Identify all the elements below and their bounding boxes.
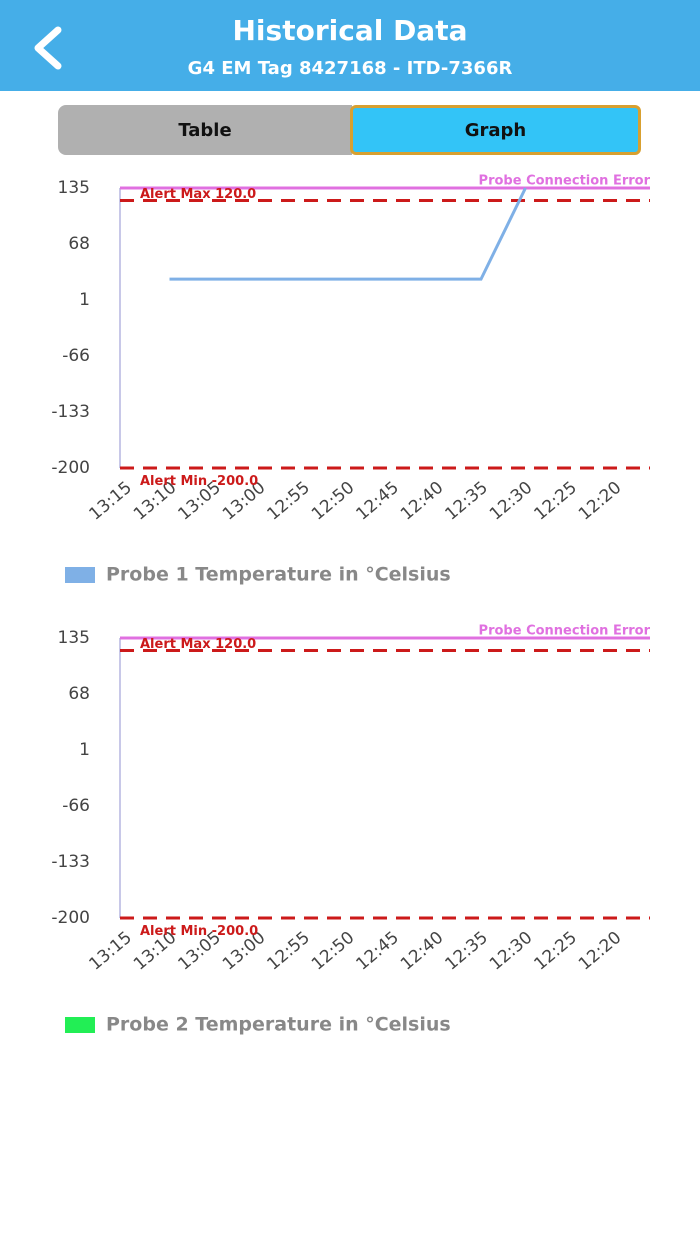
y-tick-label: 1	[79, 740, 90, 760]
legend-swatch	[65, 567, 95, 583]
x-tick-label: 12:50	[308, 478, 358, 525]
data-line	[169, 187, 527, 281]
threshold-label: Alert Min -200.0	[140, 924, 258, 939]
charts: 135681-66-133-20013:1513:1013:0513:0012:…	[51, 174, 651, 1036]
x-tick-label: 12:20	[575, 478, 625, 525]
x-tick-label: 12:40	[397, 478, 447, 525]
x-tick-label: 12:55	[264, 928, 314, 975]
x-tick-label: 12:25	[531, 928, 581, 975]
threshold-label: Probe Connection Error	[479, 174, 651, 189]
y-tick-label: 135	[58, 628, 90, 648]
x-tick-label: 13:15	[86, 478, 136, 525]
y-tick-label: -133	[51, 852, 90, 872]
x-tick-label: 12:35	[442, 478, 492, 525]
y-tick-label: -133	[51, 402, 90, 422]
x-tick-label: 12:20	[575, 928, 625, 975]
back-button[interactable]	[30, 26, 66, 70]
legend-label: Probe 2 Temperature in °Celsius	[106, 1014, 451, 1036]
x-tick-label: 12:35	[442, 928, 492, 975]
legend-label: Probe 1 Temperature in °Celsius	[106, 564, 451, 586]
subtitle: G4 EM Tag 8427168 - ITD-7366R	[187, 58, 513, 79]
y-tick-label: 68	[68, 234, 90, 254]
threshold-label: Alert Max 120.0	[140, 637, 256, 652]
y-tick-label: -200	[51, 458, 90, 478]
header: Historical Data G4 EM Tag 8427168 - ITD-…	[0, 0, 700, 91]
x-tick-label: 12:55	[264, 478, 314, 525]
x-tick-label: 12:45	[353, 478, 403, 525]
x-tick-label: 12:30	[486, 928, 536, 975]
threshold-label: Probe Connection Error	[479, 624, 651, 639]
x-tick-label: 12:30	[486, 478, 536, 525]
title: Historical Data	[232, 14, 468, 47]
tab-active[interactable]: Graph	[350, 105, 641, 155]
y-tick-label: 1	[79, 290, 90, 310]
x-tick-label: 13:15	[86, 928, 136, 975]
tab[interactable]: Table	[58, 105, 352, 155]
legend-swatch	[65, 1017, 95, 1033]
threshold-label: Alert Max 120.0	[140, 187, 256, 202]
x-tick-label: 12:45	[353, 928, 403, 975]
y-tick-label: 68	[68, 684, 90, 704]
y-tick-label: -66	[62, 796, 90, 816]
x-tick-label: 12:40	[397, 928, 447, 975]
y-tick-label: -200	[51, 908, 90, 928]
x-tick-label: 12:25	[531, 478, 581, 525]
y-tick-label: 135	[58, 178, 90, 198]
x-tick-label: 12:50	[308, 928, 358, 975]
threshold-label: Alert Min -200.0	[140, 474, 258, 489]
y-tick-label: -66	[62, 346, 90, 366]
